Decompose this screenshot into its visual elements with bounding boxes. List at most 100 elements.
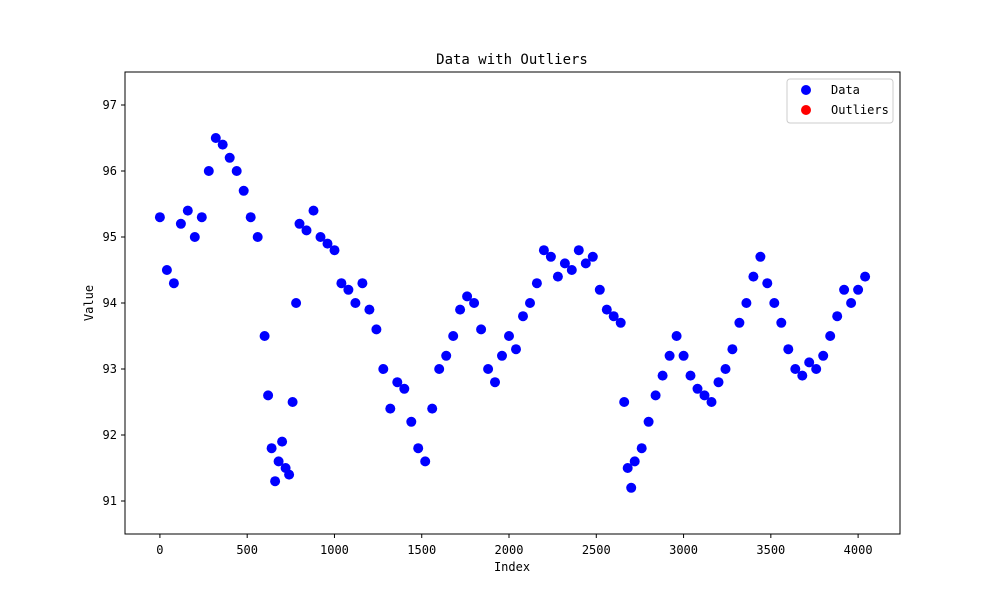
data-point <box>699 390 710 401</box>
data-point <box>476 324 487 335</box>
x-tick-label: 500 <box>236 543 258 557</box>
data-point <box>636 443 647 454</box>
data-point <box>580 258 591 269</box>
chart-title: Data with Outliers <box>436 52 588 68</box>
data-point <box>238 185 249 196</box>
data-point <box>734 317 745 328</box>
data-point <box>797 370 808 381</box>
y-tick-label: 91 <box>103 494 117 508</box>
data-point <box>189 232 200 242</box>
data-point <box>860 271 871 282</box>
data-point <box>175 218 186 229</box>
data-point <box>294 218 305 229</box>
data-point <box>525 298 535 308</box>
data-point <box>350 298 361 308</box>
data-point <box>462 291 473 302</box>
data-point <box>291 298 302 308</box>
data-point <box>455 304 466 315</box>
data-point <box>552 271 563 282</box>
y-tick-label: 97 <box>103 98 117 112</box>
x-tick-label: 1500 <box>407 543 436 557</box>
data-point <box>406 416 417 427</box>
data-point <box>804 357 815 368</box>
data-point <box>706 397 717 407</box>
data-point <box>385 403 396 414</box>
data-point <box>811 364 822 374</box>
data-point <box>203 166 214 176</box>
data-point <box>720 364 731 374</box>
data-point <box>629 456 640 467</box>
data-point <box>245 212 256 223</box>
data-point <box>650 390 661 401</box>
data-point <box>364 304 375 315</box>
data-point <box>483 364 494 374</box>
data-point <box>587 251 598 262</box>
data-point <box>825 331 836 341</box>
data-point <box>643 416 654 427</box>
data-point <box>259 331 270 341</box>
data-point <box>315 232 326 242</box>
x-tick-label: 4000 <box>844 543 873 557</box>
data-point <box>685 370 696 381</box>
data-point <box>846 298 857 308</box>
data-point <box>818 350 829 361</box>
data-point <box>322 238 333 249</box>
data-point <box>434 364 445 374</box>
y-tick-label: 95 <box>103 230 117 244</box>
x-tick-label: 0 <box>156 543 163 557</box>
legend-marker-data <box>801 85 811 95</box>
data-point <box>741 298 752 308</box>
data-point <box>504 331 514 341</box>
data-point <box>252 232 263 242</box>
data-point <box>853 284 864 295</box>
data-point <box>277 436 288 447</box>
data-point <box>671 331 682 341</box>
data-point <box>161 265 172 275</box>
data-point <box>657 370 668 381</box>
data-point <box>308 205 319 216</box>
data-point <box>263 390 274 401</box>
x-tick-label: 3500 <box>756 543 785 557</box>
data-point <box>284 469 295 480</box>
data-point <box>154 212 165 223</box>
legend-marker-outliers <box>801 105 811 115</box>
data-point <box>727 344 738 355</box>
data-point <box>615 317 626 328</box>
data-point <box>594 284 605 295</box>
data-point <box>357 278 368 289</box>
data-point <box>224 152 235 163</box>
data-point <box>678 350 689 361</box>
y-tick-label: 93 <box>103 362 117 376</box>
data-point <box>783 344 794 355</box>
data-point <box>196 212 207 223</box>
data-point <box>273 456 284 467</box>
legend-label-outliers: Outliers <box>831 103 889 117</box>
data-point <box>538 245 549 256</box>
data-point <box>664 350 675 361</box>
y-tick-label: 96 <box>103 164 117 178</box>
data-point <box>168 278 179 289</box>
data-point <box>839 284 850 295</box>
data-point <box>427 403 438 414</box>
data-point <box>329 245 340 256</box>
data-point <box>608 311 619 322</box>
data-point <box>790 364 801 374</box>
data-point <box>490 377 500 388</box>
data-point <box>776 317 787 328</box>
data-point <box>566 265 577 275</box>
data-point <box>531 278 542 289</box>
x-tick-label: 2500 <box>582 543 611 557</box>
data-point <box>448 331 459 341</box>
data-point <box>301 225 312 236</box>
data-point <box>392 377 403 388</box>
data-point <box>217 139 228 150</box>
x-tick-label: 2000 <box>495 543 524 557</box>
data-point <box>573 245 584 256</box>
x-tick-label: 3000 <box>669 543 698 557</box>
data-point <box>210 133 221 143</box>
data-point <box>371 324 382 335</box>
y-tick-label: 92 <box>103 428 117 442</box>
legend-label-data: Data <box>831 83 860 97</box>
data-point <box>336 278 347 289</box>
data-point <box>266 443 277 454</box>
